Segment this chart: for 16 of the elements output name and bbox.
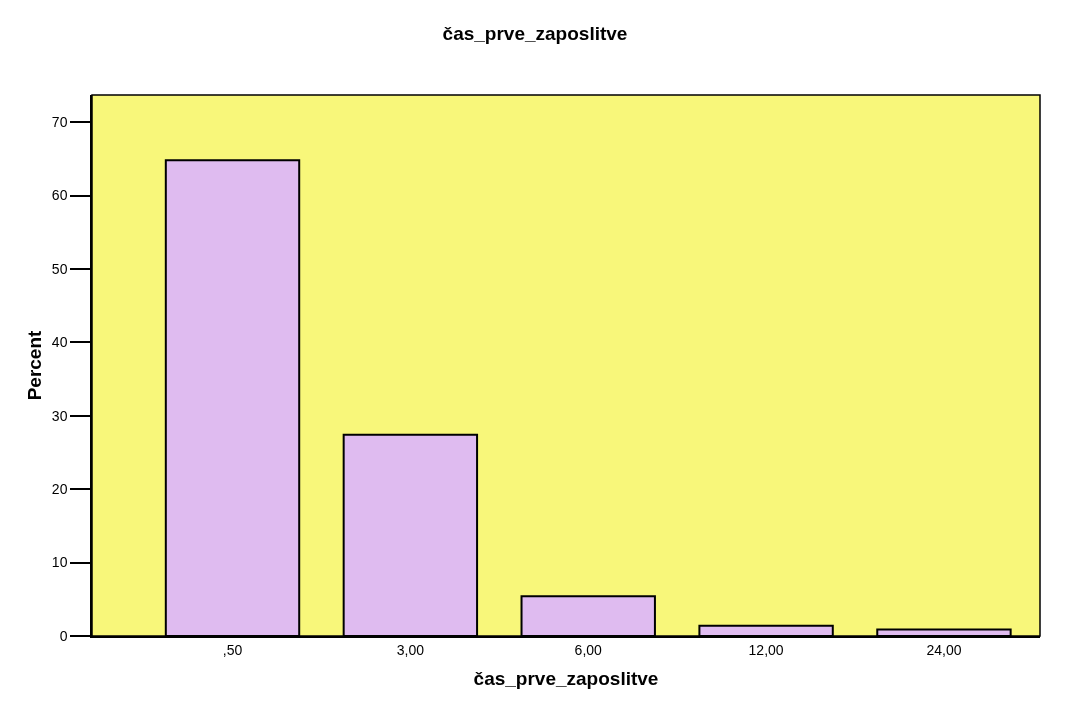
- y-tick-label: 20: [51, 481, 68, 498]
- y-tick-label: 60: [51, 187, 68, 204]
- y-tick-label: 10: [51, 554, 68, 571]
- y-tick-label: 0: [59, 627, 68, 644]
- x-axis-title: čas_prve_zaposlitve: [473, 667, 659, 689]
- y-axis-title: Percent: [24, 329, 46, 401]
- x-tick-label: 3,00: [396, 641, 425, 658]
- chart-title: čas_prve_zaposlitve: [442, 22, 628, 44]
- y-tick-label: 40: [51, 334, 68, 351]
- x-tick-label: 24,00: [926, 641, 962, 658]
- y-tick-label: 70: [51, 114, 68, 131]
- y-tick-label: 50: [51, 260, 68, 277]
- x-tick-label: 6,00: [574, 641, 603, 658]
- x-tick-label: 12,00: [748, 641, 784, 658]
- x-tick-label: ,50: [222, 641, 243, 658]
- y-tick-label: 30: [51, 407, 68, 424]
